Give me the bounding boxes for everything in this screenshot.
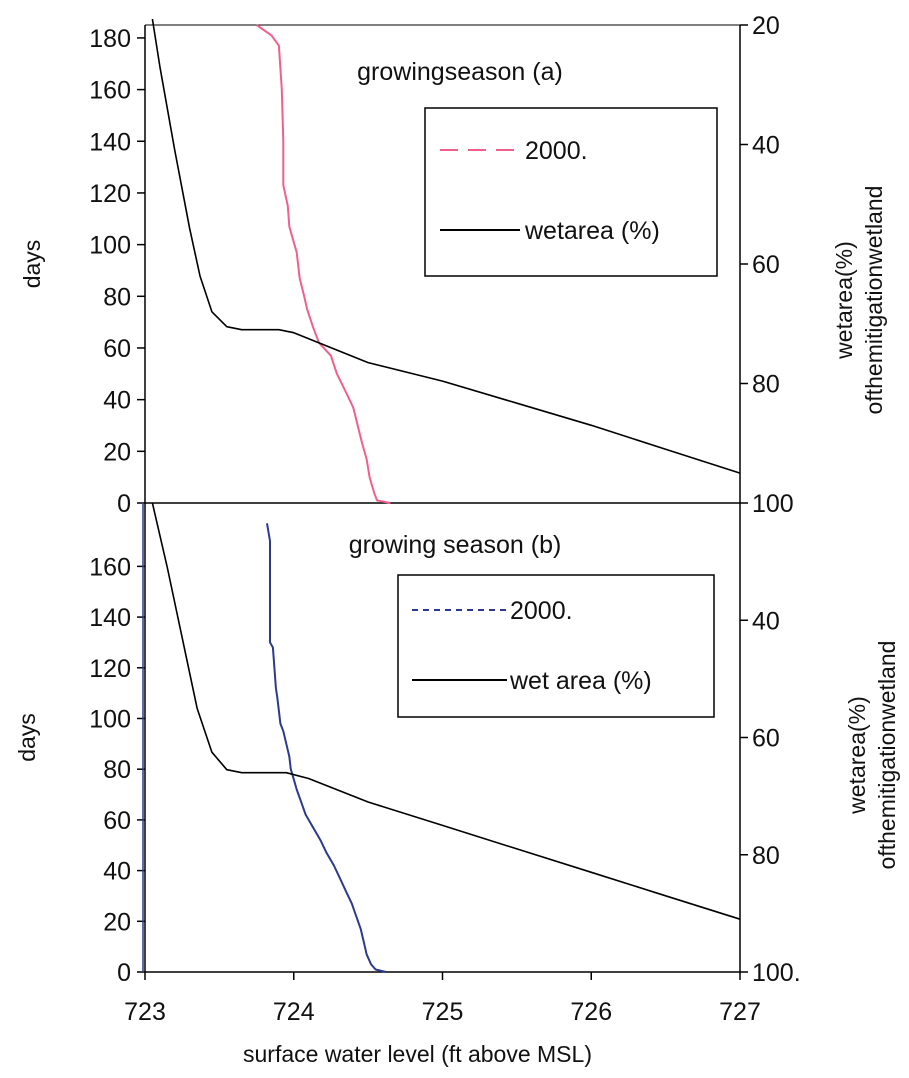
y2-axis-title-line1: wetarea(%) <box>844 696 870 815</box>
y-tick-label: 60 <box>103 335 131 363</box>
y-tick-label: 80 <box>103 756 131 784</box>
legend-label: 2000. <box>510 597 573 625</box>
y-tick-label: 180 <box>89 25 131 53</box>
y2-axis-title-line2: ofthemitigationwetland <box>874 641 900 870</box>
series-2000-line <box>256 24 391 504</box>
y-tick-label: 120 <box>89 180 131 208</box>
series-wet-area-line <box>151 502 741 920</box>
y-tick-label: 0 <box>117 490 131 518</box>
y2-axis-title-line2: ofthemitigationwetland <box>861 186 887 415</box>
y-tick-label: 160 <box>89 77 131 105</box>
y-tick-label: 160 <box>89 553 131 581</box>
y-tick-label: 100 <box>89 232 131 260</box>
y2-tick-label: 100. <box>752 959 801 987</box>
panel-title: growingseason (a) <box>357 58 563 86</box>
legend-label: 2000. <box>525 137 588 165</box>
y2-tick-label: 80 <box>752 842 780 870</box>
y2-tick-label: 40 <box>752 132 780 160</box>
y-axis-title: days <box>19 240 45 289</box>
x-tick-label: 724 <box>273 998 315 1026</box>
x-tick-label: 725 <box>422 998 464 1026</box>
legend-box <box>424 107 718 277</box>
x-axis-title: surface water level (ft above MSL) <box>243 1041 592 1067</box>
legend-label: wet area (%) <box>509 667 652 695</box>
y-axis-title: days <box>14 713 40 762</box>
x-tick-label: 723 <box>124 998 166 1026</box>
y-tick-label: 40 <box>103 858 131 886</box>
y-tick-label: 100 <box>89 705 131 733</box>
y2-tick-label: 20 <box>752 12 780 40</box>
panel-title: growing season (b) <box>349 531 562 559</box>
panel-b: 0 20 40 60 80 100 120 140 160 40 60 80 100. 723 724 725… <box>14 502 900 1067</box>
y-tick-label: 20 <box>103 908 131 936</box>
y-tick-label: 60 <box>103 807 131 835</box>
series-wet-area-line <box>151 18 741 474</box>
series-2000-line <box>266 523 387 973</box>
y-tick-label: 120 <box>89 655 131 683</box>
y-tick-label: 140 <box>89 604 131 632</box>
panel-a: 0 20 40 60 80 100 120 140 160 180 20 40 60 80 100 days w… <box>19 12 887 518</box>
y-tick-label: 20 <box>103 438 131 466</box>
y-tick-label: 140 <box>89 128 131 156</box>
y2-tick-label: 60 <box>752 251 780 279</box>
y2-tick-label: 100 <box>752 490 794 518</box>
y2-tick-label: 80 <box>752 371 780 399</box>
y-tick-label: 40 <box>103 387 131 415</box>
y-tick-label: 80 <box>103 283 131 311</box>
y2-tick-label: 40 <box>752 607 780 635</box>
legend-label: wetarea (%) <box>524 217 660 245</box>
y2-axis-title-line1: wetarea(%) <box>831 241 857 360</box>
x-tick-label: 726 <box>570 998 612 1026</box>
y2-tick-label: 60 <box>752 725 780 753</box>
y-tick-label: 0 <box>117 959 131 987</box>
legend-box <box>397 574 715 718</box>
x-tick-label: 727 <box>719 998 761 1026</box>
